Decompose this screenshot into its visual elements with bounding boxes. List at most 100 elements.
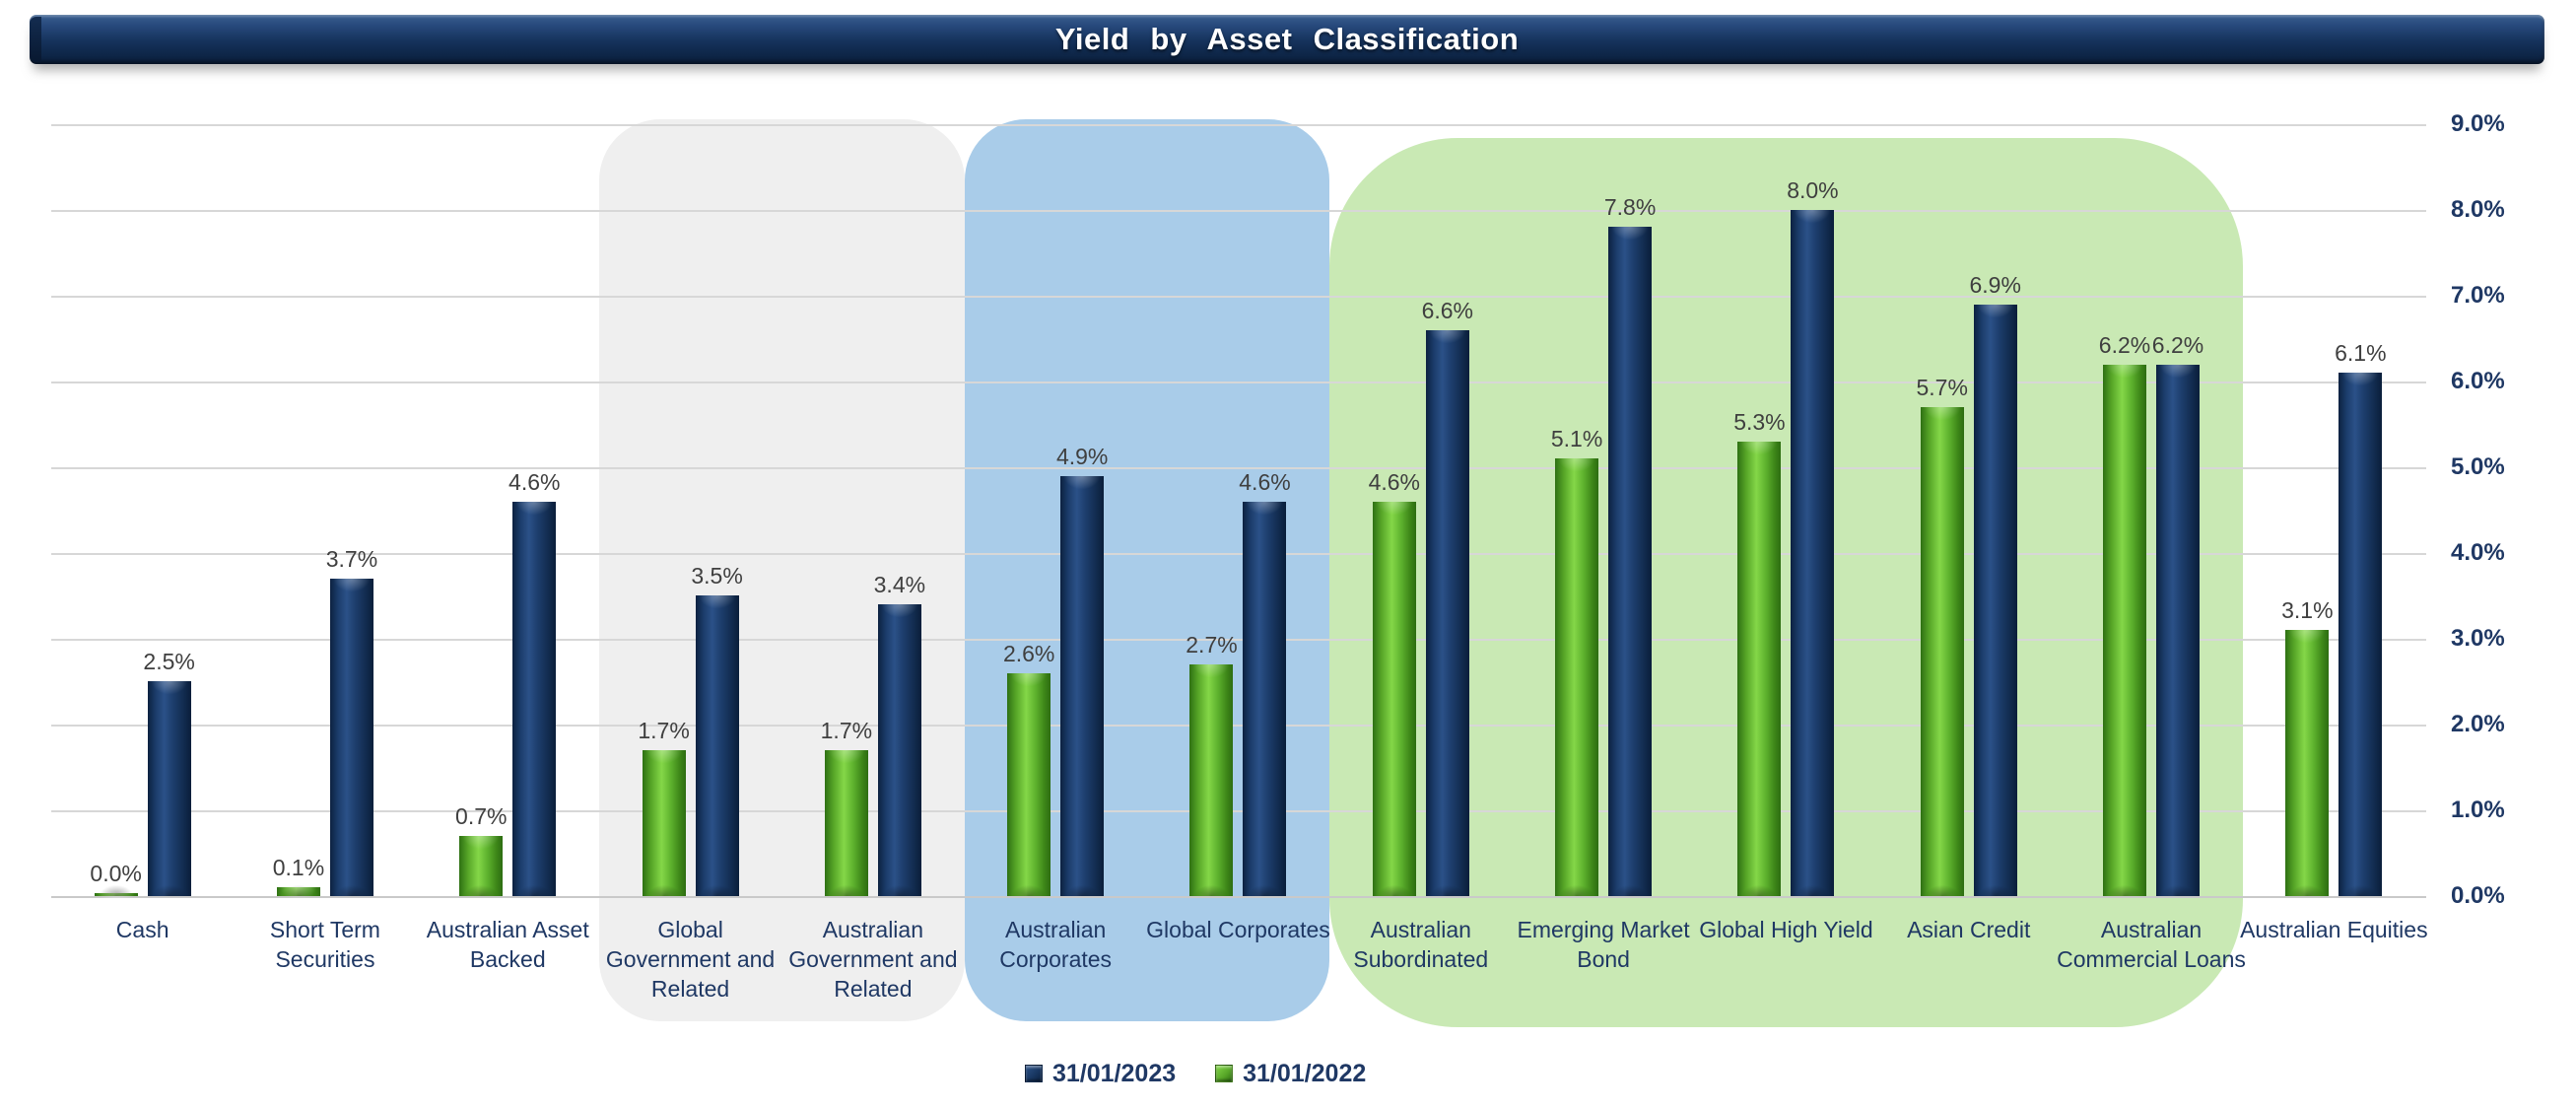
bar-value-label: 7.8% bbox=[1603, 194, 1657, 220]
category-slot: 3.1% 6.1% Australian Equities bbox=[2240, 0, 2428, 1110]
bar-31/01/2023-australian-equities bbox=[2339, 373, 2383, 896]
category-slot: 0.1% 3.7% Short Term Securities bbox=[234, 0, 416, 1110]
bar-31/01/2022-australian-corporates bbox=[1007, 673, 1051, 896]
bar-value-label: 6.2% bbox=[2151, 332, 2204, 358]
bar-31/01/2023-australian-commercial-loans bbox=[2156, 365, 2201, 896]
category-label: Cash bbox=[115, 917, 169, 942]
bar-31/01/2022-cash bbox=[94, 884, 138, 909]
bar-value-label: 3.1% bbox=[2281, 597, 2334, 623]
gridline-0.0% bbox=[51, 896, 2426, 898]
highlight-region-higher-yield-group bbox=[1329, 138, 2243, 1027]
gridline-1.0% bbox=[51, 810, 2426, 812]
bar-value-label: 0.0% bbox=[90, 861, 142, 886]
bar-31/01/2023-australian-government-and-related bbox=[877, 604, 921, 896]
gridline-5.0% bbox=[51, 467, 2426, 469]
bar-value-label: 6.2% bbox=[2098, 332, 2151, 358]
bar-31/01/2022-short-term-securities bbox=[276, 884, 320, 903]
bar-value-label: 8.0% bbox=[1787, 177, 1839, 203]
gridline-2.0% bbox=[51, 725, 2426, 727]
category-label: Australian Asset Backed bbox=[426, 917, 589, 972]
gridline-4.0% bbox=[51, 553, 2426, 555]
category-label: Asian Credit bbox=[1907, 917, 2031, 942]
bar-value-label: 2.6% bbox=[1002, 641, 1055, 666]
bar-31/01/2023-cash bbox=[147, 681, 191, 896]
bar-value-label: 0.7% bbox=[455, 803, 508, 829]
gridline-7.0% bbox=[51, 296, 2426, 298]
y-tick-label: 2.0% bbox=[2451, 711, 2505, 737]
category-slot: 2.7% 4.6% Global Corporates bbox=[1146, 0, 1330, 1110]
category-label: Global Corporates bbox=[1146, 917, 1330, 942]
category-label: Australian Commercial Loans bbox=[2057, 917, 2246, 972]
legend-label-2022: 31/01/2022 bbox=[1243, 1059, 1367, 1087]
bar-value-label: 2.5% bbox=[143, 649, 195, 674]
bar-31/01/2023-global-corporates bbox=[1243, 502, 1287, 896]
y-tick-label: 9.0% bbox=[2451, 110, 2505, 137]
bar-value-label: 5.7% bbox=[1916, 375, 1968, 400]
legend-swatch-2022-icon bbox=[1215, 1065, 1234, 1082]
y-tick-label: 1.0% bbox=[2451, 797, 2505, 823]
bar-31/01/2022-australian-equities bbox=[2285, 630, 2330, 896]
y-tick-label: 0.0% bbox=[2451, 882, 2505, 909]
bar-31/01/2023-australian-asset-backed bbox=[512, 502, 557, 896]
bar-value-label: 3.7% bbox=[325, 546, 378, 572]
category-label: Global Government and Related bbox=[605, 917, 776, 1002]
bar-value-label: 4.6% bbox=[1368, 469, 1420, 495]
bar-31/01/2022-australian-commercial-loans bbox=[2103, 365, 2147, 896]
bar-value-label: 4.6% bbox=[1239, 469, 1291, 495]
category-slot: 5.7% 6.9% Asian Credit bbox=[1877, 0, 2060, 1110]
legend-swatch-2023-icon bbox=[1025, 1065, 1043, 1082]
bar-value-label: 6.6% bbox=[1421, 298, 1473, 323]
bar-value-label: 6.9% bbox=[1969, 272, 2021, 298]
bar-value-label: 6.1% bbox=[2335, 340, 2387, 366]
bar-31/01/2023-australian-corporates bbox=[1060, 476, 1105, 896]
gridline-9.0% bbox=[51, 124, 2426, 126]
bar-31/01/2022-australian-subordinated bbox=[1372, 502, 1416, 896]
gridline-8.0% bbox=[51, 210, 2426, 212]
bar-31/01/2022-global-high-yield bbox=[1737, 442, 1782, 896]
y-tick-label: 5.0% bbox=[2451, 453, 2505, 480]
category-label: Australian Subordinated bbox=[1353, 917, 1489, 972]
gridline-3.0% bbox=[51, 639, 2426, 641]
bar-value-label: 0.1% bbox=[272, 855, 325, 880]
legend: 31/01/2023 31/01/2022 bbox=[1025, 1053, 1366, 1094]
category-slot: 5.3% 8.0% Global High Yield bbox=[1695, 0, 1877, 1110]
bar-value-label: 5.1% bbox=[1550, 426, 1603, 451]
title-banner: Yield by Asset Classification bbox=[30, 15, 2544, 64]
bar-31/01/2023-global-high-yield bbox=[1791, 210, 1835, 896]
category-label: Short Term Securities bbox=[269, 917, 380, 972]
category-label: Australian Government and Related bbox=[788, 917, 958, 1002]
bar-value-label: 2.7% bbox=[1186, 632, 1238, 658]
bar-31/01/2022-global-corporates bbox=[1189, 664, 1234, 896]
legend-item-2023: 31/01/2023 bbox=[1025, 1060, 1176, 1088]
legend-label-2023: 31/01/2023 bbox=[1052, 1059, 1177, 1087]
gridline-6.0% bbox=[51, 382, 2426, 383]
category-slot: 1.7% 3.5% Global Government and Related bbox=[599, 0, 781, 1110]
chart-title: Yield by Asset Classification bbox=[1054, 22, 1520, 56]
bar-31/01/2022-asian-credit bbox=[1920, 407, 1964, 896]
bar-31/01/2023-emerging-market-bond bbox=[1608, 227, 1653, 896]
bar-31/01/2023-short-term-securities bbox=[329, 579, 373, 896]
bar-value-label: 5.3% bbox=[1733, 409, 1786, 435]
category-slot: 2.6% 4.9% Australian Corporates bbox=[965, 0, 1147, 1110]
category-slot: 0.0% 2.5% Cash bbox=[51, 0, 234, 1110]
bar-value-label: 3.5% bbox=[691, 563, 743, 589]
bar-31/01/2023-australian-subordinated bbox=[1425, 330, 1469, 896]
category-label: Australian Corporates bbox=[999, 917, 1113, 972]
category-label: Global High Yield bbox=[1699, 917, 1873, 942]
category-slot: 4.6% 6.6% Australian Subordinated bbox=[1329, 0, 1512, 1110]
bar-value-label: 4.9% bbox=[1055, 444, 1109, 469]
y-tick-label: 3.0% bbox=[2451, 625, 2505, 652]
category-slot: 6.2% 6.2% Australian Commercial Loans bbox=[2057, 0, 2246, 1110]
category-slot: 5.1% 7.8% Emerging Market Bond bbox=[1512, 0, 1694, 1110]
bar-31/01/2022-australian-government-and-related bbox=[824, 750, 868, 896]
bar-31/01/2022-global-government-and-related bbox=[642, 750, 686, 896]
y-tick-label: 7.0% bbox=[2451, 282, 2505, 309]
y-tick-label: 8.0% bbox=[2451, 196, 2505, 223]
bar-31/01/2022-australian-asset-backed bbox=[459, 836, 504, 896]
y-tick-label: 4.0% bbox=[2451, 539, 2505, 566]
category-slot: 1.7% 3.4% Australian Government and Relate… bbox=[781, 0, 964, 1110]
bar-31/01/2023-global-government-and-related bbox=[695, 595, 739, 896]
category-slot: 0.7% 4.6% Australian Asset Backed bbox=[417, 0, 599, 1110]
